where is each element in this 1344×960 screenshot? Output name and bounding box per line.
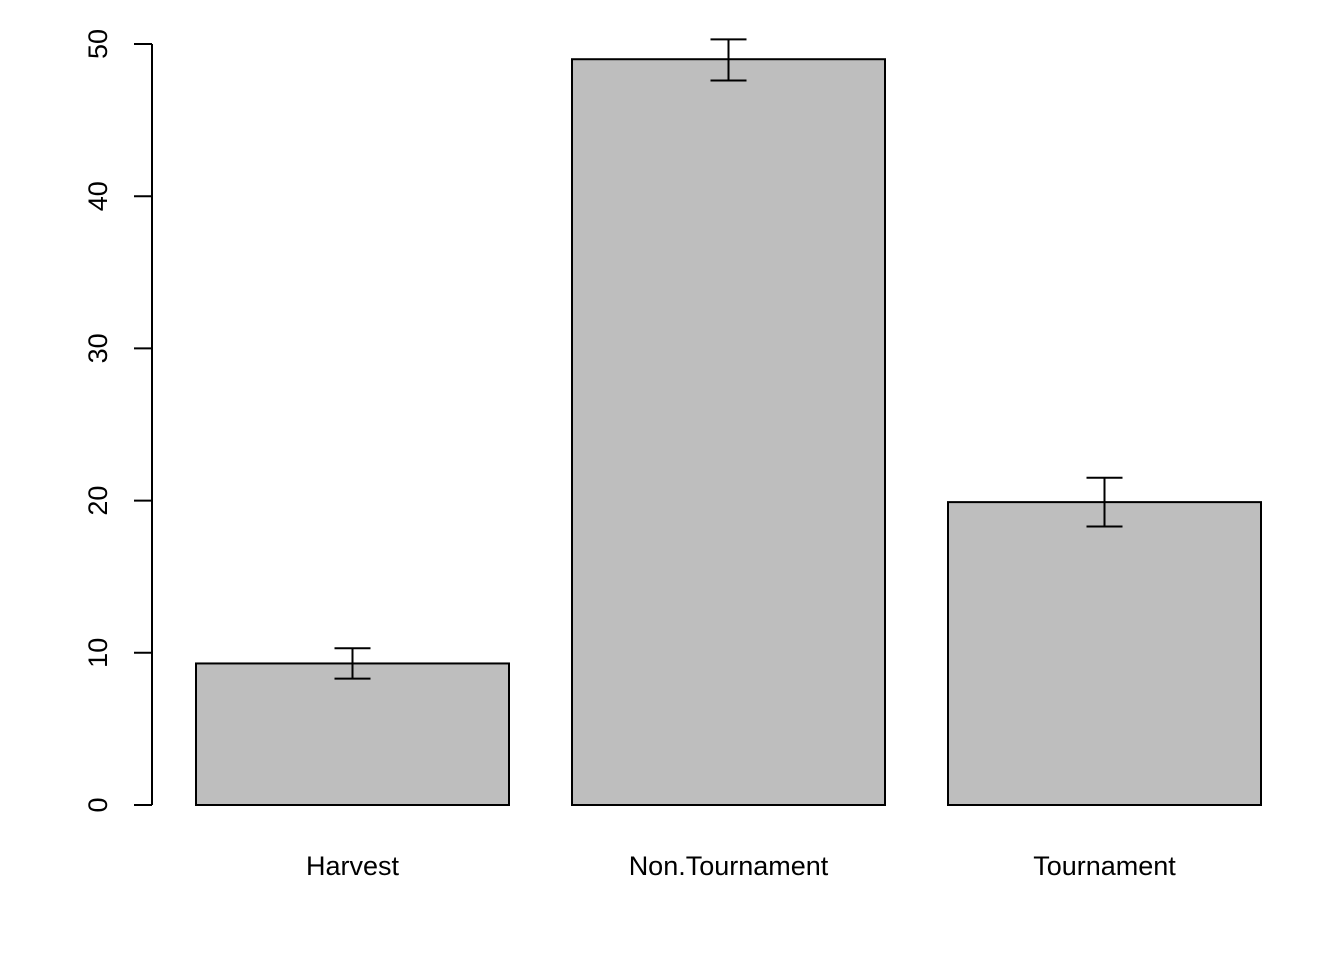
bar-non-tournament bbox=[571, 58, 886, 807]
bars-group bbox=[195, 58, 1262, 807]
y-tick-label: 50 bbox=[83, 29, 113, 59]
y-tick-label: 10 bbox=[83, 638, 113, 668]
x-tick-label: Tournament bbox=[1033, 851, 1176, 881]
x-axis-labels: Harvest Non.Tournament Tournament bbox=[306, 851, 1176, 881]
x-tick-label: Non.Tournament bbox=[629, 851, 829, 881]
bar-harvest bbox=[195, 662, 510, 806]
bar-tournament bbox=[947, 501, 1262, 806]
y-axis: 0 10 20 30 40 50 bbox=[83, 29, 153, 813]
y-tick-label: 0 bbox=[83, 797, 113, 812]
y-tick-label: 30 bbox=[83, 333, 113, 363]
y-tick-label: 20 bbox=[83, 486, 113, 516]
x-tick-label: Harvest bbox=[306, 851, 400, 881]
error-bars-group bbox=[334, 38, 1123, 680]
y-tick-label: 40 bbox=[83, 181, 113, 211]
